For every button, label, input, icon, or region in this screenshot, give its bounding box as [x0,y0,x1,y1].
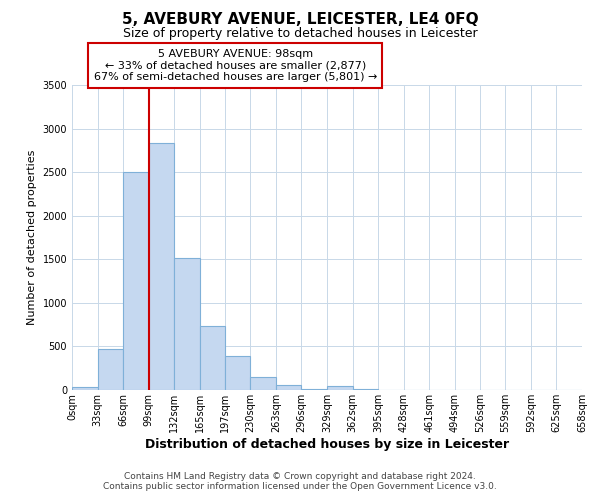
Text: Size of property relative to detached houses in Leicester: Size of property relative to detached ho… [122,28,478,40]
Bar [98,349,123,390]
Y-axis label: Number of detached properties: Number of detached properties [27,150,37,325]
Text: Contains HM Land Registry data © Crown copyright and database right 2024.: Contains HM Land Registry data © Crown c… [124,472,476,481]
Bar [224,356,250,390]
Bar [327,386,353,390]
Bar [123,172,149,390]
Bar [149,144,175,390]
Bar [301,389,327,390]
Bar [175,258,200,390]
Text: 5, AVEBURY AVENUE, LEICESTER, LE4 0FQ: 5, AVEBURY AVENUE, LEICESTER, LE4 0FQ [122,12,478,28]
Bar [72,388,98,390]
Text: 5 AVEBURY AVENUE: 98sqm
← 33% of detached houses are smaller (2,877)
67% of semi: 5 AVEBURY AVENUE: 98sqm ← 33% of detache… [94,49,377,82]
X-axis label: Distribution of detached houses by size in Leicester: Distribution of detached houses by size … [145,438,509,450]
Bar [276,385,301,390]
Bar [250,378,276,390]
Text: Contains public sector information licensed under the Open Government Licence v3: Contains public sector information licen… [103,482,497,491]
Bar [353,389,378,390]
Bar [200,326,224,390]
